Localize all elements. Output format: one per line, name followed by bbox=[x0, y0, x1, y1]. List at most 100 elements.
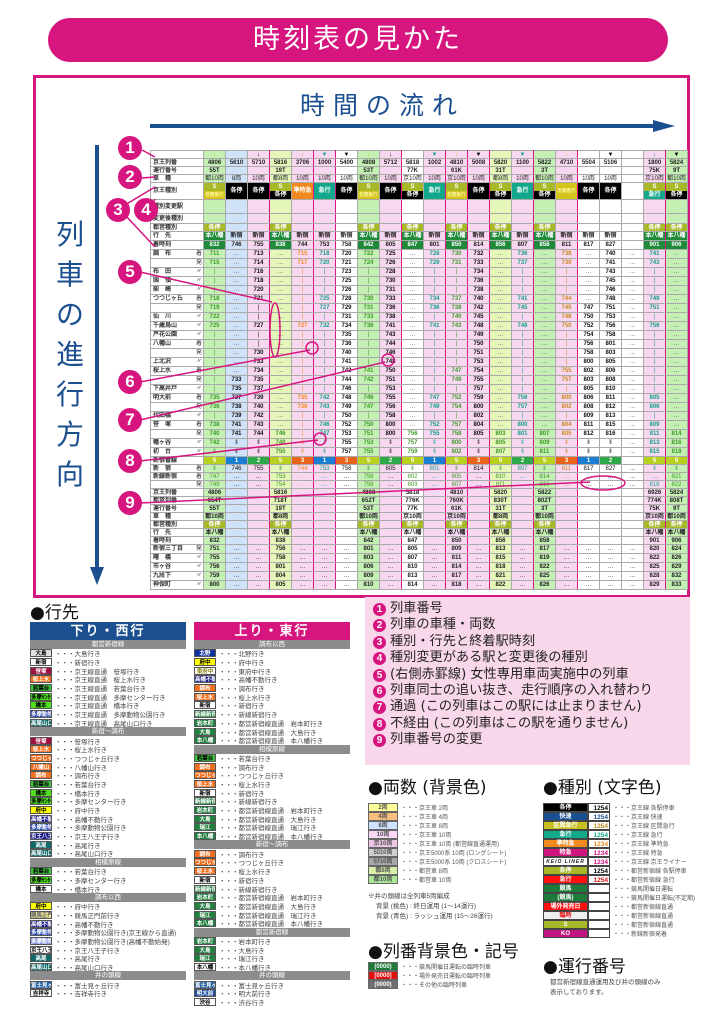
train-type-cell: S 区間急行 bbox=[357, 182, 380, 200]
time-cell: | bbox=[423, 267, 446, 277]
change-type bbox=[511, 213, 534, 224]
time-cell: | bbox=[511, 384, 534, 394]
shinsen-shinjuku-arrival: … bbox=[225, 472, 248, 481]
time-cell: … bbox=[225, 348, 248, 358]
row-label: 国 領〃 bbox=[150, 276, 204, 286]
lower-toei_type bbox=[313, 520, 336, 529]
time-cell: | bbox=[555, 357, 578, 367]
time-cell: … bbox=[555, 544, 578, 554]
time-cell: 730 bbox=[357, 294, 380, 304]
time-cell: … bbox=[401, 330, 424, 340]
destination: 本八幡 bbox=[203, 231, 226, 241]
lower-cars: 京10両 bbox=[445, 512, 468, 521]
time-cell: 756 bbox=[599, 321, 622, 331]
callout-number-5: 5 bbox=[118, 260, 142, 284]
time-cell: 800 bbox=[577, 357, 600, 367]
train-type: 準特急 bbox=[292, 183, 313, 199]
time-cell: 735 bbox=[291, 393, 314, 403]
time-cell: 737 bbox=[247, 384, 270, 394]
time-cell: 746 bbox=[269, 429, 292, 439]
lower-run bbox=[555, 504, 578, 513]
time-cell: | bbox=[313, 276, 336, 286]
lower-header-row: 都営種別 各停 各停 各停 各停 各停 各停 各停 各停 各停 bbox=[150, 520, 688, 529]
note-number-icon: 7 bbox=[373, 701, 386, 715]
station-row: 柴 崎〃 |… 720… | | 726 | 731… | | 738… |… |… 746… |… bbox=[150, 285, 688, 295]
change-station bbox=[291, 199, 314, 214]
time-cell: … bbox=[269, 303, 292, 313]
time-cell: | bbox=[643, 348, 666, 358]
direction-arrow-icon bbox=[90, 145, 104, 585]
type-description: ・・・京王線 区間急行 bbox=[613, 824, 675, 830]
destination-description: ・・・都営新宿線直通 大島行き bbox=[219, 816, 317, 824]
destination-badge: 笹塚 bbox=[30, 736, 52, 745]
row-label-text: 曙 橋 bbox=[153, 555, 172, 561]
lower-run bbox=[511, 504, 534, 513]
change-type bbox=[203, 213, 226, 224]
time-cell: | bbox=[643, 384, 666, 394]
row-label-text: 都営種別 bbox=[153, 224, 178, 231]
time-cell: 757 bbox=[555, 375, 578, 385]
cars-badge: 5ｸ10両 bbox=[368, 857, 398, 866]
destination-badge: 桜上水 bbox=[194, 779, 216, 788]
destination-item: 調布 ・・・調布行き bbox=[194, 762, 350, 772]
track-number: 5 bbox=[445, 456, 468, 465]
time-cell: … bbox=[423, 580, 446, 590]
type-badge: 快速 bbox=[543, 812, 588, 821]
arrival-time: 801 bbox=[423, 240, 446, 250]
time-cell: … bbox=[621, 438, 644, 448]
time-cell: | bbox=[357, 330, 380, 340]
time-cell: | bbox=[203, 348, 226, 358]
destination-description: ・・・桜上水行き bbox=[219, 781, 271, 789]
lower-station-row: 九段下〃 759…… 804……… 809… 813… 817… 821… 825………… 82… bbox=[150, 571, 688, 581]
lower-run bbox=[599, 504, 622, 513]
row-label-text: 車 種 bbox=[153, 513, 172, 520]
type-description: ・・・都営新宿線 急行 bbox=[613, 878, 675, 884]
track-number: 5 bbox=[665, 456, 688, 465]
car-count: 10両 bbox=[423, 174, 446, 183]
time-cell: … bbox=[401, 258, 424, 268]
train-type: 各停 bbox=[578, 183, 599, 199]
time-cell: 740 bbox=[247, 402, 270, 412]
row-label-suffix: 発 bbox=[195, 404, 202, 410]
time-cell: 752 bbox=[423, 420, 446, 430]
toei-type: 各停 bbox=[533, 223, 556, 232]
train-number: 1800 bbox=[643, 158, 666, 167]
time-cell: 756 bbox=[577, 339, 600, 349]
row-label-text: 都営種別 bbox=[153, 521, 178, 528]
track-number: 5 bbox=[203, 456, 226, 465]
destination-description: ・・・桜上水行き bbox=[219, 694, 271, 702]
lower-arr bbox=[291, 536, 314, 545]
row-label: 発 bbox=[150, 429, 204, 439]
cars-badge: 5ﾛ10両 bbox=[368, 848, 398, 857]
time-cell: 722 bbox=[203, 312, 226, 322]
timetable: ↓ ↓ ↓ ▼ ▼ ↓ ↓ ▼ ↓ ▼ ▼ ↓ ▼ ↓ ▼ 京王列番 4806 5610 5710 5816 3706 1… bbox=[150, 150, 688, 590]
destination-table-header: 上り・東行 bbox=[194, 622, 350, 640]
change-type bbox=[313, 213, 336, 224]
cars-description: ・・・京王車 8両 bbox=[401, 824, 449, 830]
destination-badge: 若葉台 bbox=[30, 867, 52, 876]
time-cell: … bbox=[291, 562, 314, 572]
track-number: 5 bbox=[489, 456, 512, 465]
time-cell: … bbox=[621, 285, 644, 295]
destination-badge: 瑞江 bbox=[194, 823, 216, 832]
destination-description: ・・・明大前行き bbox=[219, 991, 271, 999]
time-cell: 759 bbox=[203, 571, 226, 581]
row-label-suffix: 〃 bbox=[195, 269, 202, 275]
lower-arr bbox=[621, 536, 644, 545]
lower-dest: 本八幡 bbox=[357, 528, 380, 537]
time-cell: 731 bbox=[357, 303, 380, 313]
train-number: 5710 bbox=[247, 158, 270, 167]
station-row: 千歳烏山〃 725… 727… 727 732 734 736 741… 741 743 748… 7… bbox=[150, 321, 688, 331]
row-label: 新宿番線 bbox=[150, 456, 204, 465]
train-number: 1002 bbox=[423, 158, 446, 167]
time-cell: 805 bbox=[467, 429, 490, 439]
destination-item: 吉祥寺 ・・・吉祥寺行き bbox=[30, 989, 186, 998]
station-row: 発 | 733 735… | | 744 742 751… | 749 755… |… 757 803 808… bbox=[150, 375, 688, 385]
lower-run: 77K bbox=[401, 504, 424, 513]
type-s-badge: S bbox=[644, 183, 665, 191]
train-marker: ↓ bbox=[357, 150, 380, 159]
time-cell: 738 bbox=[379, 312, 402, 322]
lower-header-row: 行 先本八幡 本八幡 本八幡 本八幡 本八幡 本八幡 本八幡 本八幡 本八幡 bbox=[150, 528, 688, 537]
time-cell: | bbox=[291, 339, 314, 349]
time-cell: 800 bbox=[467, 402, 490, 412]
